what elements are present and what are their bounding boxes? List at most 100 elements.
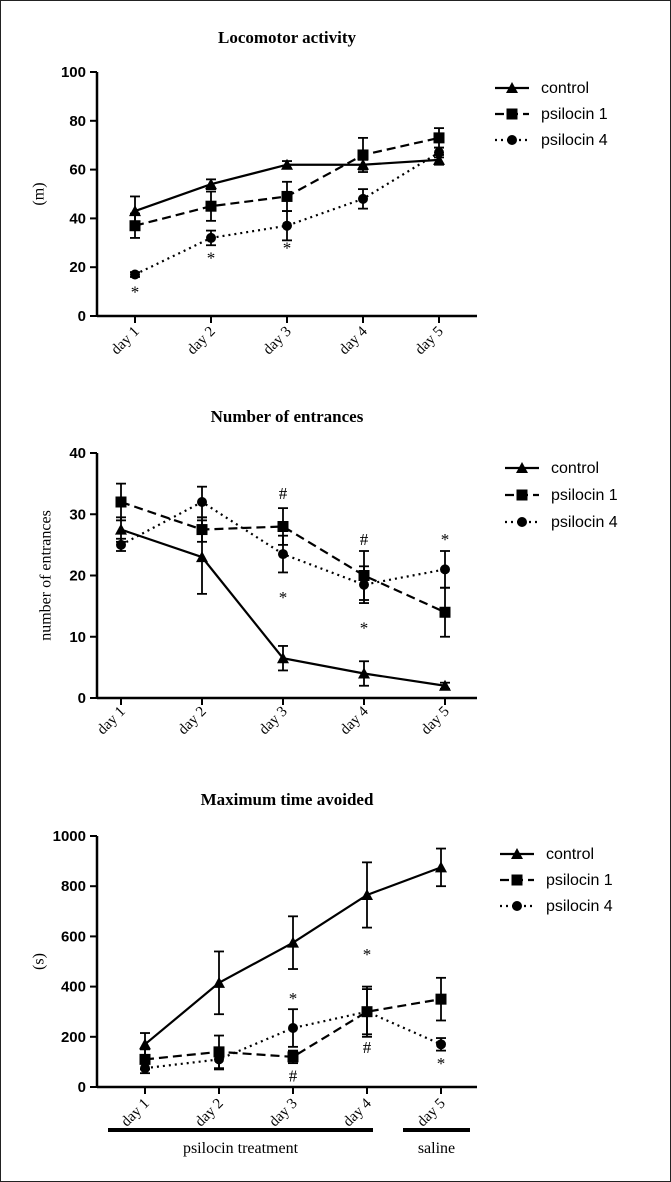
y-tick-label: 10 [69,629,86,646]
series-psilocin-1 [129,127,445,239]
data-point [277,521,289,532]
data-point [140,1063,150,1074]
y-tick-label: 40 [69,210,86,227]
x-tick-label: day 3 [256,704,291,739]
data-point [436,1039,446,1050]
significance-mark: * [441,530,450,549]
series-psilocin-4 [130,146,444,280]
legend-label: psilocin 4 [551,514,618,531]
legend-label: psilocin 4 [546,898,613,915]
significance-mark: * [131,283,140,302]
data-point [115,496,127,508]
data-point [197,497,207,507]
chart-title: Number of entrances [211,407,364,426]
chart-title: Maximum time avoided [201,790,374,809]
data-point [115,523,127,535]
legend-marker [506,82,518,93]
legend-label: psilocin 4 [541,132,608,149]
y-tick-label: 0 [78,1079,86,1096]
chart-title: Locomotor activity [218,28,357,47]
y-tick-label: 100 [61,64,86,81]
data-point [129,220,141,232]
significance-mark: * [437,1054,446,1073]
y-tick-label: 0 [78,690,86,707]
x-tick-label: day 4 [337,703,372,738]
legend-marker [507,135,517,145]
legend-label: psilocin 1 [546,872,613,889]
data-point [439,606,451,618]
legend-marker [516,489,528,501]
data-point [130,269,140,280]
group-label: psilocin treatment [183,1140,299,1157]
data-point [440,564,450,575]
data-point [435,993,447,1005]
data-point [288,1023,298,1034]
y-tick-label: 60 [69,162,86,179]
x-tick-label: day 5 [418,704,453,739]
data-point [434,147,444,158]
y-tick-label: 80 [69,113,86,130]
data-point [282,220,292,231]
legend-label: control [546,846,594,863]
x-tick-label: day 2 [184,324,219,359]
x-tick-label: day 1 [108,324,143,359]
series-line [120,500,446,614]
data-point [206,232,216,243]
data-point [358,667,370,679]
data-point [139,1053,151,1065]
legend-marker [517,517,527,527]
data-point [205,178,217,190]
chart-panel-2: Number of entrances 0 10 20 30 40 number of en… [38,407,618,738]
data-point [281,190,293,202]
data-point [359,579,369,590]
data-point [205,200,217,212]
series-line [144,1010,442,1070]
y-tick-label: 40 [69,445,86,462]
x-tick-label: day 5 [414,1096,449,1131]
x-tick-label: day 4 [340,1095,375,1130]
data-point [278,549,288,560]
data-point [281,158,293,170]
x-tick-label: day 1 [94,704,129,739]
data-point [433,132,445,144]
legend-marker [512,901,522,911]
data-point [357,149,369,161]
x-tick-label: day 3 [266,1096,301,1131]
legend-label: control [551,460,599,477]
significance-mark: # [363,1038,372,1057]
x-tick-label: day 2 [175,704,210,739]
y-tick-label: 20 [69,568,86,585]
y-axis-label: number of entrances [38,510,55,641]
y-tick-label: 0 [78,308,86,325]
legend-marker [511,848,523,859]
y-tick-label: 1000 [53,828,86,845]
y-tick-label: 800 [61,878,86,895]
legend-label: control [541,80,589,97]
y-axis-label: (s) [31,953,48,970]
data-point [358,193,368,204]
data-point [277,652,289,664]
significance-mark: * [279,588,288,607]
x-tick-label: day 4 [336,323,371,358]
y-tick-label: 400 [61,979,86,996]
significance-mark: * [283,239,292,258]
series-psilocin-4 [140,988,446,1075]
significance-mark: * [207,248,216,267]
y-tick-label: 30 [69,506,86,523]
data-point [362,1006,372,1017]
data-point [435,861,447,873]
data-point [196,524,208,536]
legend-marker [516,462,528,473]
data-point [287,1051,299,1063]
significance-mark: # [279,484,288,503]
significance-mark: # [360,530,369,549]
data-point [433,153,445,165]
x-tick-label: day 1 [118,1096,153,1131]
legend-label: psilocin 1 [541,106,608,123]
significance-mark: * [289,989,298,1008]
data-point [213,976,225,988]
significance-mark: # [289,1067,298,1086]
y-tick-label: 200 [61,1029,86,1046]
data-point [116,539,126,550]
